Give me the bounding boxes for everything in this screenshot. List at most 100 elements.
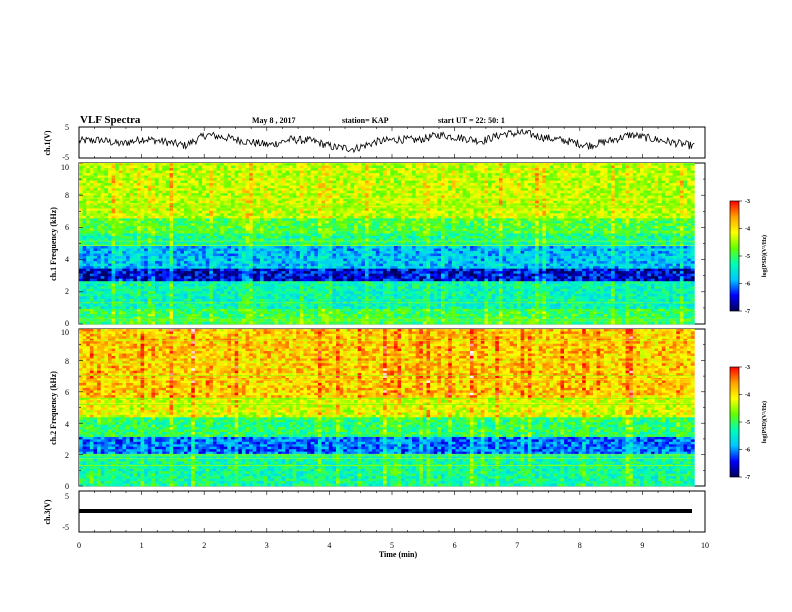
spectrogram-cell — [238, 171, 242, 174]
spectrogram-cell — [673, 171, 677, 174]
spectrogram-cell — [448, 178, 452, 181]
spectrogram-cell — [655, 166, 659, 169]
spectrogram-cell — [195, 178, 199, 181]
spectrogram-cell — [680, 173, 684, 176]
spectrogram-cell — [691, 171, 695, 174]
spectrogram-cell — [383, 168, 387, 171]
spectrogram-cell — [119, 183, 123, 186]
spectrogram-cell — [83, 168, 87, 171]
spectrogram-cell — [684, 166, 688, 169]
spectrogram-cell — [655, 181, 659, 184]
spectrogram-cell — [97, 183, 101, 186]
spectrogram-cell — [611, 181, 615, 184]
spectrogram-cell — [104, 168, 108, 171]
vlf-spectra-figure: VLF Spectra May 8 , 2017 station= KAP st… — [0, 0, 792, 612]
spectrogram-cell — [343, 166, 347, 169]
spectrogram-cell — [282, 168, 286, 171]
spectrogram-cell — [575, 171, 579, 174]
spectrogram-cell — [474, 173, 478, 176]
spectrogram-cell — [307, 168, 311, 171]
spectrogram-cell — [97, 178, 101, 181]
spectrogram-cell — [104, 181, 108, 184]
spectrogram-cell — [651, 178, 655, 181]
ch1-ytick-top: 5 — [65, 123, 69, 132]
spectrogram-cell — [148, 173, 152, 176]
spectrogram-cell — [209, 168, 213, 171]
spectrogram-cell — [673, 168, 677, 171]
spectrogram-cell — [495, 166, 499, 169]
spectrogram-cell — [220, 173, 224, 176]
spectrogram-cell — [184, 173, 188, 176]
spectrogram-cell — [246, 171, 250, 174]
spectrogram-cell — [133, 166, 137, 169]
spectrogram-cell — [365, 178, 369, 181]
spectrogram-cell — [687, 168, 691, 171]
spectrogram-cell — [332, 178, 336, 181]
spectrogram-cell — [550, 178, 554, 181]
spectrogram-cell — [267, 173, 271, 176]
spectrogram-cell — [615, 181, 619, 184]
spectrogram-cell — [521, 168, 525, 171]
spectrogram-cell — [90, 183, 94, 186]
spectrogram-cell — [79, 183, 83, 186]
spectrogram-cell — [372, 178, 376, 181]
spectrogram-cell — [209, 173, 213, 176]
spectrogram-cell — [513, 181, 517, 184]
spectrogram-cell — [535, 168, 539, 171]
spectrogram-cell — [264, 171, 268, 174]
spectrogram-cell — [615, 171, 619, 174]
spectrogram-cell — [130, 173, 134, 176]
spectrogram-cell — [593, 181, 597, 184]
spectrogram-cell — [524, 181, 528, 184]
spectrogram-cell — [293, 171, 297, 174]
spectrogram-cell — [332, 168, 336, 171]
spectrogram-cell — [423, 178, 427, 181]
spectrogram-cell — [669, 181, 673, 184]
spectrogram-cell — [452, 178, 456, 181]
spectrogram-cell — [586, 173, 590, 176]
ch1-ytick-bottom: -5 — [62, 153, 69, 162]
spectrogram-cell — [550, 168, 554, 171]
spectrogram-cell — [79, 173, 83, 176]
spectrogram-cell — [314, 166, 318, 169]
spectrogram-cell — [510, 178, 514, 181]
spectrogram-cell — [455, 178, 459, 181]
spectrogram-cell — [372, 181, 376, 184]
spectrogram-cell — [408, 171, 412, 174]
spectrogram-cell — [289, 181, 293, 184]
spectrogram-cell — [455, 171, 459, 174]
spectrogram-cell — [499, 181, 503, 184]
spectrogram-cell — [151, 171, 155, 174]
spectrogram-cell — [177, 181, 181, 184]
spectrogram-cell — [419, 178, 423, 181]
spectrogram-cell — [423, 168, 427, 171]
spectrogram-cell — [582, 168, 586, 171]
spectrogram-cell — [593, 178, 597, 181]
spectrogram-cell — [459, 178, 463, 181]
spectrogram-cell — [307, 181, 311, 184]
spectrogram-cell — [148, 181, 152, 184]
spectrogram-cell — [155, 173, 159, 176]
spectrogram-cell — [372, 166, 376, 169]
spectrogram-cell — [658, 181, 662, 184]
spectrogram-cell — [546, 173, 550, 176]
spectrogram-cell — [93, 183, 97, 186]
spectrogram-cell — [589, 178, 593, 181]
spectrogram-cell — [379, 168, 383, 171]
spectrogram-cell — [249, 168, 253, 171]
spectrogram-cell — [691, 166, 695, 169]
spectrogram-cell — [198, 181, 202, 184]
spectrogram-cell — [188, 166, 192, 169]
spectrogram-cell — [231, 168, 235, 171]
spectrogram-cell — [423, 173, 427, 176]
spectrogram-cell — [441, 168, 445, 171]
spectrogram-cell — [314, 171, 318, 174]
spectrogram-cell — [564, 168, 568, 171]
spectrogram-cell — [394, 173, 398, 176]
spectrogram-cell — [615, 178, 619, 181]
spectrogram-cell — [224, 166, 228, 169]
spectrogram-cell — [354, 166, 358, 169]
spectrogram-cell — [93, 168, 97, 171]
spectrogram-cell — [470, 178, 474, 181]
spectrogram-cell — [169, 181, 173, 184]
